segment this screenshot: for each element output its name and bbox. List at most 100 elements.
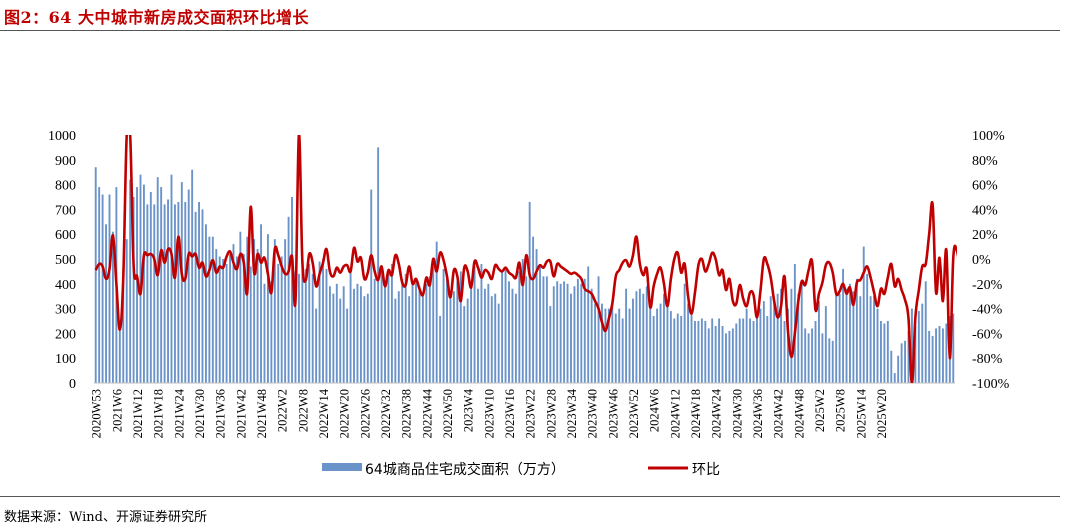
bar [160, 187, 163, 383]
bar [687, 303, 690, 383]
bar [425, 283, 428, 383]
bar [638, 288, 641, 383]
left-axis-tick-label: 300 [55, 303, 76, 318]
bar [907, 330, 910, 383]
bar [297, 273, 300, 383]
bar [101, 194, 104, 383]
bar [511, 288, 514, 383]
x-axis-tick-label: 2023W34 [565, 388, 579, 438]
x-axis-tick-label: 2021W48 [255, 389, 269, 438]
bar [749, 318, 752, 383]
bar [318, 261, 321, 383]
bar [463, 306, 466, 383]
bar [235, 256, 238, 383]
x-axis-tick-label: 2023W52 [627, 389, 641, 438]
bar [752, 321, 755, 383]
bar [869, 296, 872, 383]
right-axis-tick-label: 20% [972, 228, 998, 243]
bar [473, 266, 476, 383]
bar [411, 283, 414, 383]
right-axis-tick-label: -80% [972, 352, 1003, 367]
x-axis-tick-label: 2022W26 [358, 389, 372, 438]
bar [266, 234, 269, 383]
bar [556, 281, 559, 383]
bar [766, 316, 769, 383]
bar [787, 308, 789, 383]
bar [222, 259, 225, 383]
bar [173, 204, 176, 383]
bar [707, 328, 710, 383]
bar [532, 236, 535, 383]
bar [893, 373, 896, 383]
x-axis-tick-label: 2021W30 [193, 389, 207, 438]
bar [439, 316, 442, 383]
x-axis-tick-label: 2025W14 [854, 388, 868, 438]
bar [284, 239, 287, 383]
bar [191, 169, 194, 383]
bar [156, 177, 159, 383]
bar [607, 308, 610, 383]
bar [390, 263, 393, 383]
bar [404, 273, 407, 383]
x-axis-tick-label: 2021W36 [214, 389, 228, 438]
bar [408, 296, 411, 383]
left-axis-tick-label: 900 [55, 154, 76, 169]
left-axis-tick-label: 200 [55, 327, 76, 342]
x-axis-tick-label: 2023W10 [482, 389, 496, 438]
bar [105, 224, 107, 383]
bar [180, 182, 183, 383]
bar [652, 316, 655, 383]
bar [824, 306, 827, 383]
bar [325, 268, 328, 383]
bar [862, 246, 865, 383]
bar [635, 291, 638, 383]
bar [725, 333, 727, 383]
bar [728, 330, 731, 383]
bar [745, 308, 748, 383]
bar [177, 201, 180, 383]
bar [139, 174, 142, 383]
bar [146, 204, 149, 383]
bar [122, 268, 125, 383]
top-rule [0, 30, 1060, 31]
x-axis-tick-label: 2023W16 [503, 389, 517, 438]
bar [514, 293, 517, 383]
bar [466, 298, 469, 383]
bar [229, 254, 231, 383]
bar [676, 313, 679, 383]
bar [597, 276, 600, 383]
bar [504, 268, 507, 383]
bar [669, 311, 672, 383]
bar [673, 318, 676, 383]
bar [394, 298, 397, 383]
right-axis-tick-label: -40% [972, 303, 1003, 318]
bar [759, 308, 762, 383]
bar [704, 321, 707, 383]
bar [356, 283, 359, 383]
bar [428, 276, 431, 383]
bar [490, 296, 493, 383]
bar [421, 293, 424, 383]
bar [931, 335, 934, 383]
bar [873, 296, 876, 383]
bar [821, 333, 824, 383]
bar [342, 286, 345, 383]
bar [142, 184, 145, 383]
x-axis-tick-label: 2021W18 [152, 389, 166, 438]
bar [783, 321, 786, 383]
bar [242, 254, 245, 383]
bar [277, 263, 280, 383]
bar [742, 318, 745, 383]
bar [855, 278, 858, 383]
bar [215, 249, 218, 383]
bar [432, 263, 435, 383]
bar [663, 293, 665, 383]
bar [111, 231, 114, 383]
bar [563, 281, 566, 383]
bar [256, 249, 259, 383]
bar [125, 239, 128, 383]
right-axis-tick-label: -20% [972, 278, 1003, 293]
right-axis-tick-label: 100% [972, 129, 1005, 144]
bar [576, 278, 579, 383]
x-axis-tick-label: 2022W32 [379, 389, 393, 438]
